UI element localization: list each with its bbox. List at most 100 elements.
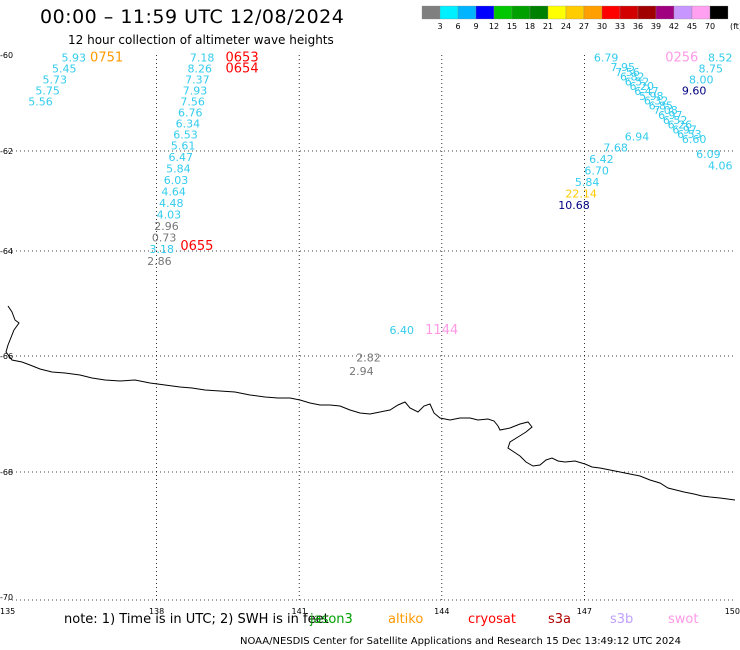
colorbar-swatch: [565, 5, 585, 20]
wave-height-value: 6.94: [625, 131, 650, 144]
colorbar-label: 27: [579, 22, 589, 31]
lon-label: 144: [434, 607, 449, 616]
wave-height-value: 9.60: [682, 85, 707, 98]
wave-height-value: 6.76: [178, 107, 203, 120]
wave-height-value: 0.73: [152, 232, 177, 245]
wave-height-value: 22.14: [565, 188, 597, 201]
wave-height-value: 4.48: [159, 197, 184, 210]
map-title: 00:00 – 11:59 UTC 12/08/2024: [40, 6, 345, 28]
colorbar-swatch: [457, 5, 477, 20]
lat-label: -68: [0, 468, 13, 477]
wave-height-value: 3.18: [149, 243, 174, 256]
wave-height-value: 6.70: [584, 165, 609, 178]
wave-height-value: 7.56: [180, 96, 205, 109]
wave-height-value: 5.98: [639, 90, 664, 103]
wave-height-value: 6.52: [625, 75, 650, 88]
wave-height-value: 5.45: [52, 62, 77, 75]
wave-height-value: 4.06: [708, 160, 733, 173]
pass-time-label: 0751: [90, 50, 123, 65]
lon-label: 141: [292, 607, 307, 616]
colorbar-swatch: [637, 5, 657, 20]
colorbar-label: 12: [489, 22, 499, 31]
pass-time-label: 1144: [425, 323, 458, 338]
colorbar-label: 3: [437, 22, 442, 31]
wave-height-value: 7.95: [611, 61, 636, 74]
colorbar-label: 18: [525, 22, 535, 31]
wave-height-value: 7.93: [183, 85, 208, 98]
wave-height-value: 2.82: [356, 352, 381, 365]
wave-height-value: 6.97: [658, 109, 683, 122]
wave-height-value: 8.00: [689, 73, 714, 86]
wave-height-value: 5.93: [62, 51, 87, 64]
wave-height-value: 8.26: [187, 62, 212, 75]
colorbar-label: 45: [687, 22, 697, 31]
pass-time-label: 0655: [180, 239, 213, 254]
wave-height-value: 7.18: [190, 51, 215, 64]
colorbar-swatch: [439, 5, 459, 20]
wave-height-value: 5.75: [35, 85, 60, 98]
wave-height-value: 6.09: [696, 148, 721, 161]
legend-altiko: altiko: [388, 612, 424, 627]
colorbar-swatch: [673, 5, 693, 20]
colorbar-unit: (ft): [730, 22, 740, 31]
lon-label: 135: [0, 607, 15, 616]
pass-time-label: 0256: [665, 50, 698, 65]
wave-height-value: 7.68: [603, 142, 628, 155]
wave-height-value: 6.26: [668, 119, 693, 132]
wave-height-labels: 5.935.455.735.755.56 0751 7.188.267.377.93…: [28, 50, 733, 378]
colorbar-swatch: [601, 5, 621, 20]
wave-height-value: 7.08: [653, 104, 678, 117]
antarctic-coastline: [5, 305, 736, 501]
colorbar-swatch: [619, 5, 639, 20]
colorbar-label: 24: [561, 22, 571, 31]
wave-height-value: 6.53: [677, 128, 702, 141]
wave-height-value: 6.53: [173, 129, 198, 142]
colorbar-swatch: [529, 5, 549, 20]
lon-label: 150: [725, 607, 740, 616]
colorbar-label: 39: [651, 22, 661, 31]
colorbar-label: 70: [705, 22, 715, 31]
wave-height-value: 6.34: [176, 118, 201, 131]
wave-height-value: 6.47: [168, 151, 193, 164]
wave-height-value: 6.40: [390, 324, 415, 337]
wave-height-value: 4.64: [161, 186, 186, 199]
colorbar-label: 9: [473, 22, 478, 31]
lat-label: -64: [0, 247, 13, 256]
colorbar-label: 30: [597, 22, 607, 31]
wave-height-value: 6.32: [644, 95, 669, 108]
wave-height-value: 5.84: [575, 176, 600, 189]
wave-height-value: 6.79: [594, 51, 619, 64]
lon-label: 138: [149, 607, 164, 616]
footer-credit: NOAA/NESDIS Center for Satellite Applica…: [240, 636, 682, 647]
wave-height-value: 8.52: [708, 51, 733, 64]
colorbar-label: 42: [669, 22, 679, 31]
wave-height-value: 2.86: [147, 255, 172, 268]
legend-s3a: s3a: [548, 612, 572, 627]
lat-label: -70: [0, 593, 13, 602]
lat-label: -60: [0, 51, 13, 60]
wave-height-value: 6.47: [634, 85, 659, 98]
wave-height-value: 4.03: [157, 209, 182, 222]
wave-height-value: 5.84: [166, 163, 191, 176]
colorbar-swatch: [475, 5, 495, 20]
wave-height-value: 6.60: [682, 133, 707, 146]
legend-cryosat: cryosat: [468, 612, 516, 627]
pass-time-label: 0654: [226, 61, 259, 76]
colorbar-swatch: [511, 5, 531, 20]
wave-height-value: 6.82: [620, 71, 645, 84]
wave-height-value: 6.52: [663, 114, 688, 127]
wave-height-value: 10.68: [558, 199, 590, 212]
colorbar-label: 33: [615, 22, 625, 31]
graticule: -60 -62 -64 -66 -68 -70 135 138 141 144 147 150: [0, 51, 740, 616]
note-text: note: 1) Time is in UTC; 2) SWH is in fe…: [64, 612, 329, 627]
colorbar-label: 36: [633, 22, 643, 31]
wave-height-value: 6.20: [630, 80, 655, 93]
wave-height-value: 2.94: [349, 365, 374, 378]
map-subtitle: 12 hour collection of altimeter wave hei…: [68, 33, 334, 47]
lon-label: 147: [577, 607, 592, 616]
wave-height-value: 6.97: [672, 123, 697, 136]
colorbar-swatch: [421, 5, 441, 20]
